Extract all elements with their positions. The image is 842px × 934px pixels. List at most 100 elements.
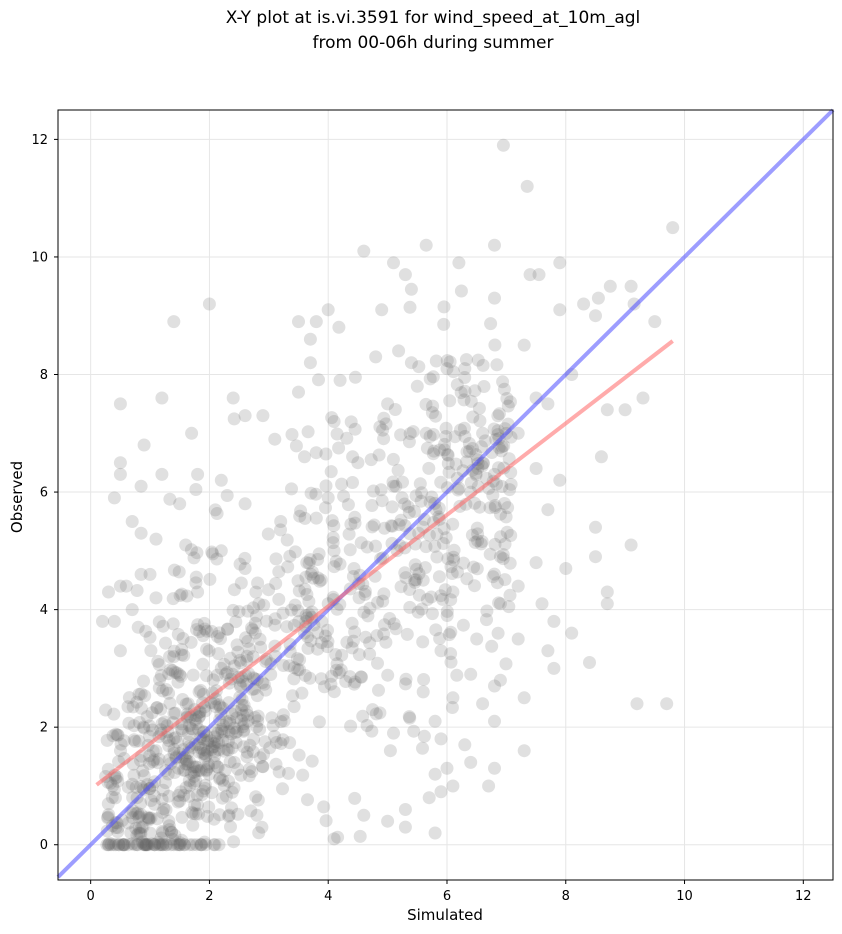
data-point xyxy=(155,391,169,405)
data-point xyxy=(227,781,241,795)
data-point xyxy=(363,601,377,615)
data-point xyxy=(203,572,217,586)
data-point xyxy=(259,683,273,697)
data-point xyxy=(366,703,380,717)
data-point xyxy=(205,743,218,757)
data-point xyxy=(488,761,501,775)
data-point xyxy=(227,835,241,849)
data-point xyxy=(304,486,318,500)
data-point xyxy=(121,700,135,714)
data-point xyxy=(466,463,480,477)
data-point xyxy=(470,562,484,576)
data-point xyxy=(117,734,131,748)
data-point xyxy=(249,585,263,599)
data-point xyxy=(458,738,472,752)
data-point xyxy=(346,450,360,464)
data-point xyxy=(434,589,448,603)
data-point xyxy=(332,441,346,455)
data-point xyxy=(240,745,254,759)
data-point xyxy=(401,500,415,514)
data-point xyxy=(290,652,304,665)
data-point xyxy=(168,665,182,679)
data-point xyxy=(300,588,314,601)
data-point xyxy=(476,697,490,711)
data-point xyxy=(213,808,227,822)
data-point xyxy=(553,473,567,487)
data-point xyxy=(419,540,433,554)
data-point xyxy=(134,808,148,821)
data-point xyxy=(255,820,269,834)
data-point xyxy=(333,557,347,571)
data-point xyxy=(184,766,198,780)
data-point xyxy=(471,353,485,367)
data-point xyxy=(365,520,379,534)
data-point xyxy=(162,667,176,681)
data-point xyxy=(547,661,561,675)
data-point xyxy=(484,317,498,331)
data-point xyxy=(375,303,389,317)
data-point xyxy=(274,715,288,729)
data-point xyxy=(176,632,190,645)
data-point xyxy=(225,801,238,815)
data-point xyxy=(208,838,222,852)
x-axis-label: Simulated xyxy=(407,906,483,924)
data-point xyxy=(230,725,244,738)
data-point xyxy=(163,823,177,837)
data-point xyxy=(142,757,156,770)
data-point xyxy=(194,741,208,755)
data-point xyxy=(468,496,482,510)
data-point xyxy=(116,838,130,852)
data-point xyxy=(222,809,236,823)
data-point xyxy=(378,521,391,535)
data-point xyxy=(234,576,248,590)
data-point xyxy=(112,838,126,852)
data-point xyxy=(364,453,378,467)
data-point xyxy=(423,372,437,386)
data-point xyxy=(168,766,182,779)
data-point xyxy=(252,597,266,611)
data-point xyxy=(196,629,210,643)
data-point xyxy=(191,467,205,481)
data-point xyxy=(249,609,263,623)
data-point xyxy=(403,600,417,614)
data-point xyxy=(438,443,452,457)
data-point xyxy=(237,740,251,754)
data-point xyxy=(496,548,510,562)
data-point xyxy=(134,479,148,493)
data-point xyxy=(371,656,384,670)
data-point xyxy=(170,666,184,680)
data-point xyxy=(352,648,366,662)
data-point xyxy=(180,589,194,603)
data-point xyxy=(346,476,359,489)
data-point xyxy=(376,423,390,437)
data-point xyxy=(204,734,218,748)
data-point xyxy=(200,642,214,656)
data-point xyxy=(213,700,227,714)
data-point xyxy=(553,256,567,270)
data-point xyxy=(345,616,359,630)
data-point xyxy=(201,757,215,771)
data-point xyxy=(192,710,206,724)
data-point xyxy=(126,811,140,825)
data-point xyxy=(499,510,513,524)
data-point xyxy=(113,397,127,411)
data-point xyxy=(369,539,382,553)
data-point xyxy=(191,585,205,599)
data-point xyxy=(99,703,113,717)
data-point xyxy=(383,744,397,758)
identity-line xyxy=(56,108,835,879)
data-point xyxy=(253,723,267,736)
data-point xyxy=(223,755,237,769)
data-point xyxy=(151,836,165,849)
data-point xyxy=(190,760,204,774)
data-point xyxy=(237,717,251,731)
data-point xyxy=(194,838,208,852)
data-point xyxy=(155,792,169,806)
data-point xyxy=(445,701,459,714)
data-point xyxy=(227,721,241,735)
data-point xyxy=(309,511,323,525)
data-point xyxy=(121,780,135,794)
data-point xyxy=(184,635,198,649)
data-point xyxy=(226,391,240,405)
data-point xyxy=(442,628,456,642)
